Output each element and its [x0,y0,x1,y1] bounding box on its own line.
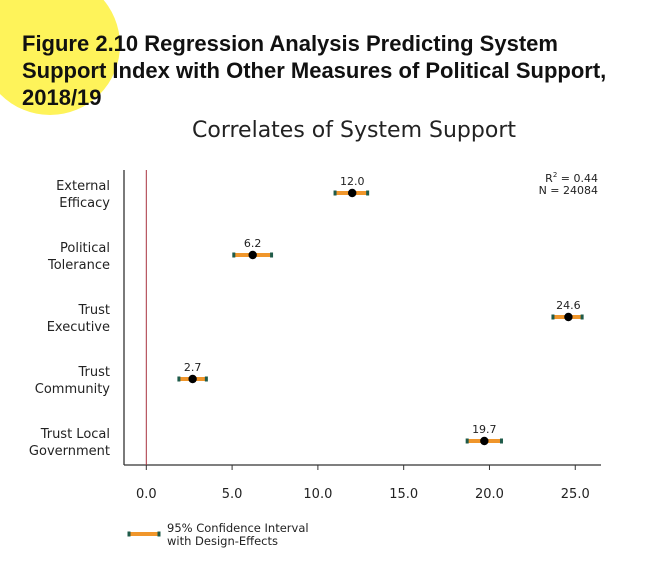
ci-cap-high [204,376,208,382]
sample-size-label: N = 24084 [539,184,598,197]
ci-cap-low [232,252,236,258]
category-label: Political [60,241,110,256]
point-estimate [564,312,573,322]
category-label: External [56,179,110,194]
data-label: 19.7 [472,423,497,436]
category-label: Community [35,382,111,397]
data-label: 12.0 [340,175,365,188]
category-label: Trust [78,303,110,318]
point-estimate [348,188,357,198]
chart-title: Correlates of System Support [192,118,516,143]
point-estimate [248,250,257,260]
ci-cap-high [499,438,503,444]
figure-title-line: 2018/19 [22,85,102,110]
ci-cap-low [177,376,181,382]
x-tick-label: 20.0 [475,487,504,502]
category-label: Trust [78,365,110,380]
ci-cap-high [270,252,274,258]
data-label: 6.2 [244,237,262,250]
ci-cap-low [465,438,469,444]
legend-swatch-cap [157,531,161,537]
ci-cap-low [551,314,555,320]
ci-cap-low [333,190,337,196]
x-tick-label: 25.0 [561,487,590,502]
point-estimate [188,374,197,384]
figure-title-line: Figure 2.10 Regression Analysis Predicti… [22,31,558,56]
x-tick-label: 10.0 [303,487,332,502]
category-label: Executive [47,320,110,335]
figure-title: Figure 2.10 Regression Analysis Predicti… [22,30,622,111]
category-label: Government [29,444,110,459]
ci-cap-high [580,314,584,320]
category-label: Trust Local [40,427,110,442]
legend-label: 95% Confidence Interval [167,521,309,535]
x-tick-label: 5.0 [222,487,243,502]
category-label: Efficacy [59,196,110,211]
point-estimate [480,436,489,446]
data-label: 2.7 [184,361,202,374]
legend-swatch-cap [127,531,131,537]
figure-title-line: Support Index with Other Measures of Pol… [22,58,607,83]
r-squared-label: R2 = 0.44 [545,171,598,185]
legend-label: with Design-Effects [167,534,278,548]
ci-cap-high [366,190,370,196]
data-label: 24.6 [556,299,581,312]
x-tick-label: 0.0 [136,487,157,502]
category-label: Tolerance [47,258,110,273]
x-tick-label: 15.0 [389,487,418,502]
